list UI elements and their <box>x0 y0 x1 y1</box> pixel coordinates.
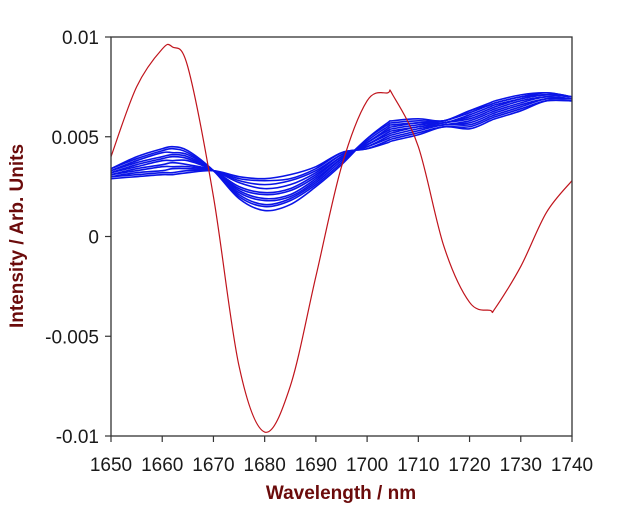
y-tick-label: 0.005 <box>51 128 99 149</box>
x-tick-label: 1740 <box>551 455 593 476</box>
series-layer <box>111 43 572 433</box>
y-tick-label: -0.01 <box>56 427 99 448</box>
y-axis: 0.01 0.005 0 -0.005 -0.01 <box>45 28 111 448</box>
x-tick-label: 1720 <box>448 455 490 476</box>
y-tick-label: 0 <box>88 228 99 249</box>
blue-01-line <box>111 91 572 212</box>
x-tick-label: 1730 <box>500 455 542 476</box>
x-tick-label: 1700 <box>346 455 388 476</box>
x-tick-label: 1690 <box>295 455 337 476</box>
x-axis: 1650 1660 1670 1680 1690 1700 1710 1720 1730 1740 <box>90 436 593 476</box>
blue-11-line <box>111 99 572 180</box>
y-tick-label: 0.01 <box>62 28 99 49</box>
x-tick-label: 1680 <box>244 455 286 476</box>
red-spectrum-line <box>111 43 572 433</box>
x-tick-label: 1660 <box>141 455 183 476</box>
x-tick-label: 1670 <box>192 455 234 476</box>
y-tick-label: -0.005 <box>45 327 99 348</box>
x-axis-title: Wavelength / nm <box>266 483 416 504</box>
y-axis-title: Intensity / Arb. Units <box>7 144 28 328</box>
x-tick-label: 1710 <box>397 455 439 476</box>
x-tick-label: 1650 <box>90 455 132 476</box>
